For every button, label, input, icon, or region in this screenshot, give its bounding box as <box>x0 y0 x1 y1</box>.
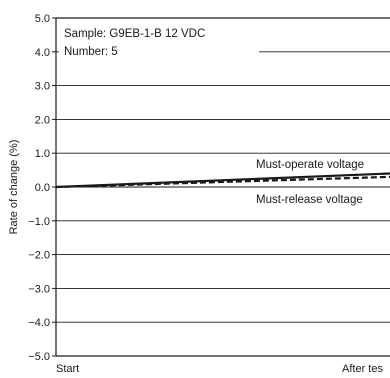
y-tick-label: −4.0 <box>28 317 50 329</box>
y-tick-label: 1.0 <box>35 148 50 160</box>
y-axis-ticks: 5.0 4.0 3.0 2.0 1.0 0.0 −1.0 −2.0 −3.0 −4.0 −5.0 <box>28 13 56 363</box>
x-tick-label-end: After tes <box>342 363 383 375</box>
series-label-release: Must-release voltage <box>256 194 363 206</box>
x-tick-label-start: Start <box>56 363 79 375</box>
series-label-operate: Must-operate voltage <box>256 159 364 171</box>
sample-annotation: Sample: G9EB-1-B 12 VDC <box>64 28 205 40</box>
y-tick-label: 5.0 <box>35 13 50 25</box>
y-tick-label: −5.0 <box>28 351 50 363</box>
y-tick-label: −1.0 <box>28 216 50 228</box>
sample-annotation-bg <box>59 25 259 61</box>
y-tick-label: −3.0 <box>28 283 50 295</box>
y-tick-label: 3.0 <box>35 81 50 93</box>
operate-label-bg <box>250 156 390 172</box>
number-annotation: Number: 5 <box>64 46 118 58</box>
y-tick-label: 0.0 <box>35 182 50 194</box>
release-label-bg <box>250 191 390 207</box>
y-tick-label: 4.0 <box>35 47 50 59</box>
y-tick-label: −2.0 <box>28 250 50 262</box>
series-lines <box>55 172 390 189</box>
y-tick-label: 2.0 <box>35 114 50 126</box>
series-line-release <box>55 175 390 189</box>
y-axis-label: Rate of change (%) <box>8 140 20 235</box>
gridlines <box>56 51 390 323</box>
